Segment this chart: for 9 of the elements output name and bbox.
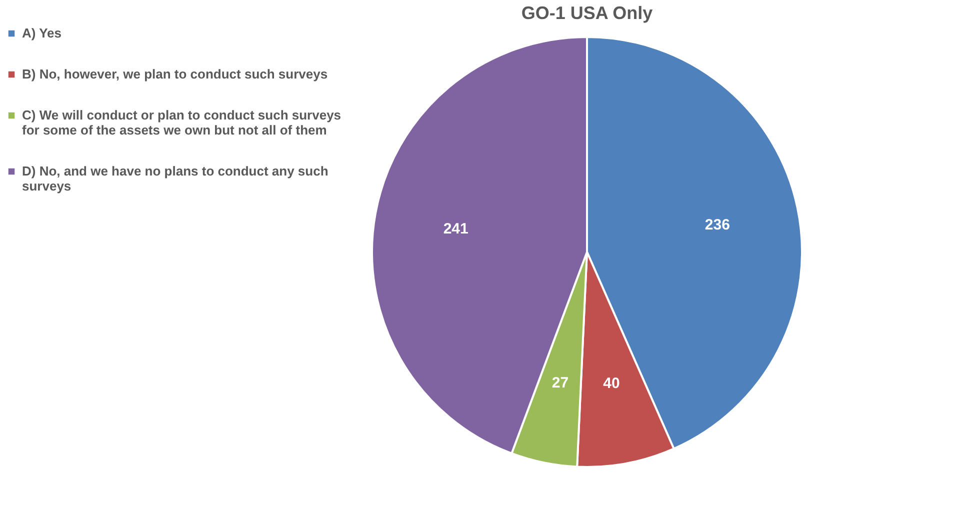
legend-label: A) Yes [22, 26, 62, 40]
legend-label: D) No, and we have no plans to conduct any such surveys [22, 164, 328, 194]
data-label: 40 [603, 375, 620, 392]
legend-label: B) No, however, we plan to conduct such surveys [22, 66, 328, 82]
data-label: 241 [443, 220, 468, 238]
data-label: 236 [704, 216, 730, 234]
data-label: 27 [552, 374, 569, 392]
chart-title: GO-1 USA Only [521, 3, 653, 23]
legend-label: C) We will conduct or plan to conduct such surveys for some of the assets we own but not all of them [22, 108, 342, 138]
